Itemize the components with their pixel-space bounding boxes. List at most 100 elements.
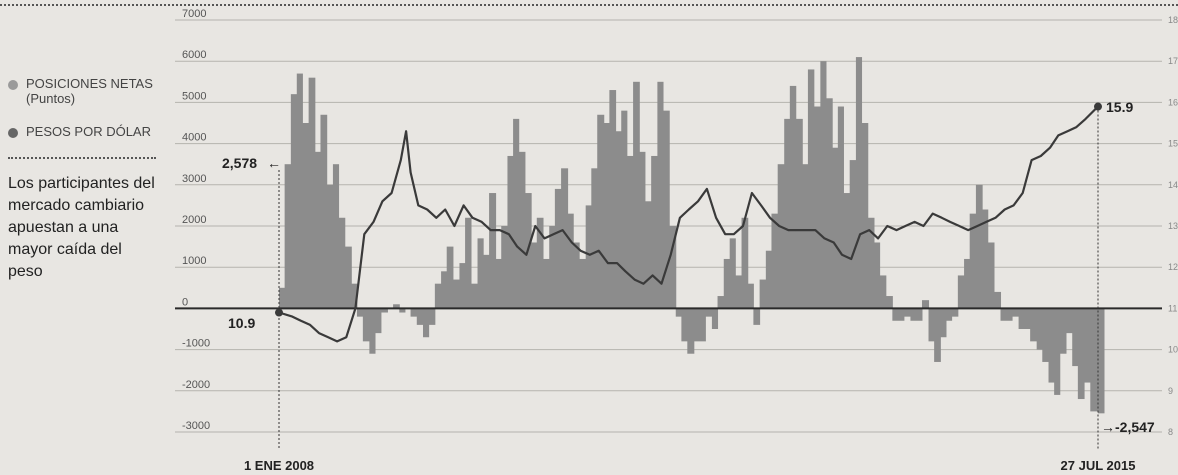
legend-positions-label: POSICIONES NETAS (26, 76, 153, 91)
positions-bar (921, 300, 930, 309)
positions-bar (393, 304, 400, 309)
positions-bar (1098, 308, 1105, 414)
y-tick-label: -2000 (182, 379, 210, 391)
x-label-end: 27 JUL 2015 (1061, 458, 1136, 473)
positions-bar (531, 242, 538, 309)
positions-bar (489, 193, 497, 309)
y-right-tick-label: 11 (1168, 303, 1177, 313)
start-positions-label: 2,578 (222, 155, 257, 171)
x-axis-labels: 1 ENE 2008 27 JUL 2015 (244, 458, 1136, 473)
positions-bar (561, 168, 569, 309)
legend-positions: POSICIONES NETAS (Puntos) (8, 76, 163, 106)
x-label-start: 1 ENE 2008 (244, 458, 314, 473)
positions-bar (428, 308, 436, 325)
positions-bar (603, 123, 610, 309)
positions-bar (369, 308, 376, 354)
y-axis-right: 18 17 16 15 14 13 12 11 10 9 8 (1168, 15, 1178, 437)
positions-bar (969, 213, 977, 309)
positions-bar (820, 61, 827, 309)
positions-bar (567, 213, 574, 309)
positions-dot-icon (8, 80, 18, 90)
positions-bar (597, 114, 605, 309)
top-rule (0, 4, 1178, 6)
positions-bar (507, 155, 514, 309)
positions-bar (951, 308, 959, 317)
positions-bar (579, 258, 587, 309)
positions-bar (765, 250, 772, 309)
positions-bar (675, 308, 682, 317)
positions-bar (483, 254, 490, 309)
positions-bar (308, 77, 316, 309)
positions-bar (879, 275, 887, 309)
positions-bar (802, 164, 809, 309)
positions-bar (1030, 308, 1038, 342)
positions-bar (855, 57, 863, 309)
positions-bar (633, 81, 640, 309)
y-right-tick-label: 18 (1168, 15, 1178, 25)
y-tick-label: 2000 (182, 214, 206, 226)
positions-bar (513, 118, 520, 309)
positions-bar (518, 151, 526, 309)
positions-bar (964, 258, 971, 309)
positions-bar (375, 308, 382, 334)
positions-bar (302, 123, 310, 309)
chart-note: Los participantes del mercado cambiario … (8, 175, 155, 280)
y-axis-left: 7000 6000 5000 4000 3000 2000 1000 0 -1000 -2000 -… (182, 8, 210, 432)
positions-bar (554, 188, 562, 309)
positions-bar (591, 168, 598, 309)
positions-bar (543, 258, 550, 309)
positions-bar (621, 110, 628, 309)
positions-bar (362, 308, 370, 342)
positions-bar (1036, 308, 1043, 350)
positions-bar (639, 151, 646, 309)
positions-bar (735, 275, 743, 309)
positions-bar (873, 242, 881, 309)
positions-bar (471, 283, 479, 309)
y-tick-label: 4000 (182, 132, 206, 144)
positions-bar (1077, 308, 1085, 400)
positions-bar (705, 308, 713, 317)
legend-fx: PESOS POR DÓLAR (8, 124, 163, 139)
positions-bar (789, 85, 797, 309)
end-fx-point (1094, 102, 1102, 111)
positions-bar (1042, 308, 1050, 362)
positions-bar (945, 308, 953, 321)
positions-bar (663, 110, 670, 309)
positions-bar (687, 308, 695, 354)
positions-bar (441, 271, 448, 309)
start-positions-arrow: ← (267, 155, 281, 171)
positions-bar (975, 184, 983, 309)
y-right-tick-label: 15 (1168, 139, 1178, 149)
positions-bar (795, 118, 803, 309)
positions-bar (1012, 308, 1020, 317)
y-right-tick-label: 13 (1168, 221, 1178, 231)
positions-bar (892, 308, 905, 321)
positions-bar (928, 308, 935, 342)
positions-bar (813, 106, 821, 309)
y-right-tick-label: 17 (1168, 56, 1178, 66)
start-fx-label: 10.9 (228, 315, 255, 331)
y-right-tick-label: 16 (1168, 97, 1178, 107)
positions-bar (987, 242, 995, 309)
positions-bar (729, 238, 736, 309)
positions-bar (573, 242, 580, 309)
positions-bar (296, 73, 303, 309)
positions-bar (536, 217, 544, 309)
positions-bar (759, 279, 767, 309)
positions-bar (320, 114, 328, 309)
positions-bar (284, 164, 292, 309)
positions-bar (338, 217, 346, 309)
positions-bar (861, 123, 869, 309)
positions-bar (549, 226, 556, 309)
legend: POSICIONES NETAS (Puntos) PESOS POR DÓLA… (8, 76, 163, 283)
legend-fx-label: PESOS POR DÓLAR (26, 124, 151, 139)
positions-bar (356, 308, 364, 317)
positions-bar (807, 69, 815, 309)
y-right-tick-label: 9 (1168, 386, 1173, 396)
y-tick-label: -1000 (182, 338, 210, 350)
y-tick-label: -3000 (182, 420, 210, 432)
positions-bar (669, 226, 677, 309)
positions-bar (501, 226, 508, 309)
positions-bar (279, 287, 286, 309)
fx-dot-icon (8, 128, 18, 138)
